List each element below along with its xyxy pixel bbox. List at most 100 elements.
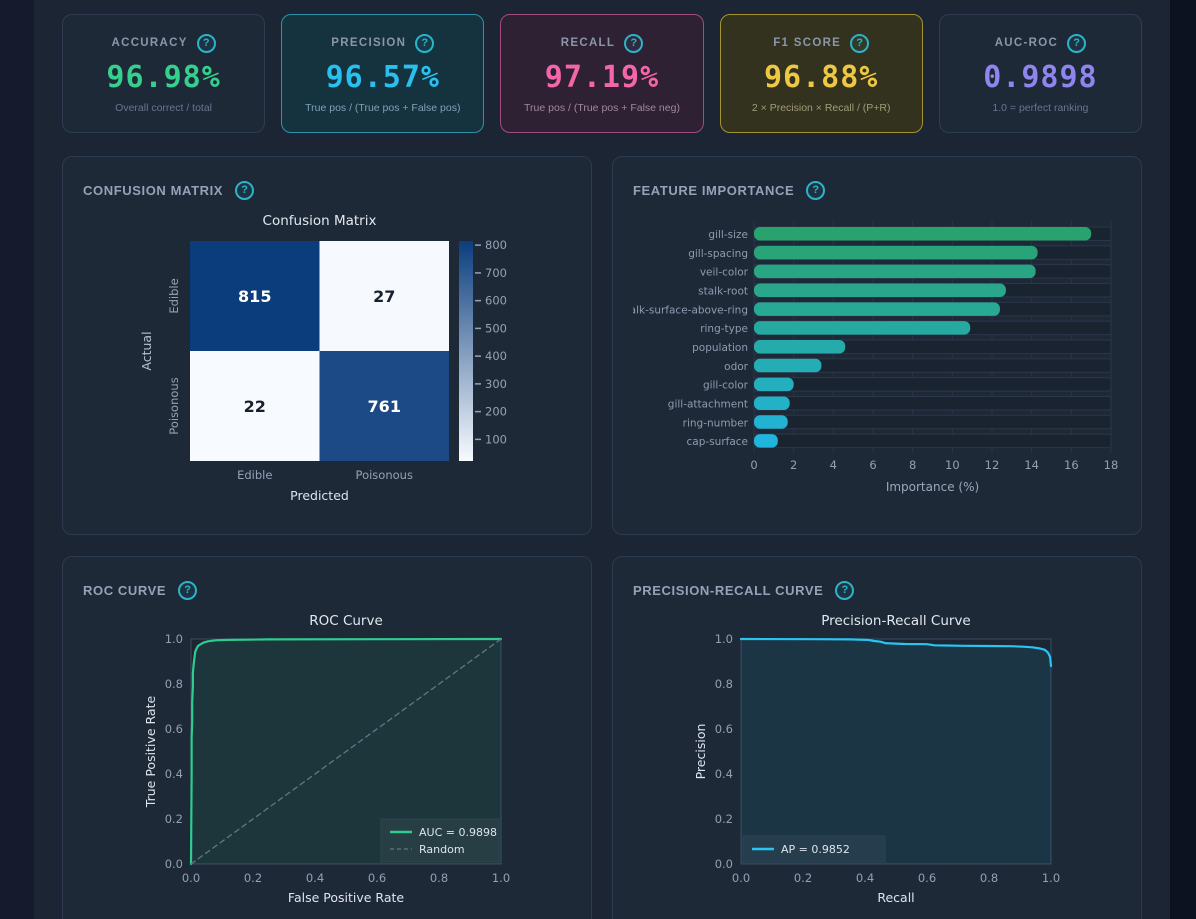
panel-header: FEATURE IMPORTANCE ? <box>633 177 1121 203</box>
panel-header: CONFUSION MATRIX ? <box>83 177 571 203</box>
metric-card-header: RECALL? <box>560 33 644 53</box>
svg-text:stalk-surface-above-ring: stalk-surface-above-ring <box>633 304 748 316</box>
svg-text:Random: Random <box>419 843 465 856</box>
roc-curve-panel: ROC CURVE ? ROC Curve 0.0 0.2 0.4 0.6 0.8 1.0 0… <box>62 556 592 919</box>
svg-text:12: 12 <box>985 458 1000 472</box>
svg-text:14: 14 <box>1024 458 1039 472</box>
svg-text:0.2: 0.2 <box>794 871 812 885</box>
feature-importance-panel-title: FEATURE IMPORTANCE <box>633 182 795 198</box>
svg-text:Precision-Recall Curve: Precision-Recall Curve <box>821 613 971 629</box>
svg-text:0.6: 0.6 <box>715 722 733 736</box>
help-icon[interactable]: ? <box>850 33 870 53</box>
metric-label: ACCURACY <box>111 37 188 49</box>
svg-text:0.8: 0.8 <box>165 677 183 691</box>
svg-text:0.6: 0.6 <box>165 722 183 736</box>
metric-value: 96.98% <box>106 59 221 95</box>
metric-label: PRECISION <box>331 37 407 49</box>
svg-text:22: 22 <box>244 397 266 416</box>
svg-text:10: 10 <box>945 458 960 472</box>
feature-importance-panel: FEATURE IMPORTANCE ? gill-size gill-spaci… <box>612 156 1142 535</box>
help-icon[interactable]: ? <box>806 180 826 200</box>
help-icon[interactable]: ? <box>835 580 855 600</box>
metric-label: RECALL <box>560 37 616 49</box>
svg-text:cap-surface: cap-surface <box>687 436 748 448</box>
svg-text:AUC = 0.9898: AUC = 0.9898 <box>419 826 497 839</box>
panels-grid: CONFUSION MATRIX ? Confusion Matrix 815 27… <box>62 156 1142 919</box>
metric-value: 97.19% <box>544 59 660 95</box>
metric-card-header: AUC-ROC? <box>994 33 1087 53</box>
svg-text:8: 8 <box>909 458 916 472</box>
metric-card-header: PRECISION? <box>331 33 435 53</box>
panel-header: ROC CURVE ? <box>83 577 571 603</box>
metric-card-header: ACCURACY? <box>111 33 216 53</box>
svg-text:100: 100 <box>485 432 507 446</box>
feature-importance-svg: gill-size gill-spacing veil-color stalk-roo… <box>633 221 1118 494</box>
svg-text:0.6: 0.6 <box>368 871 386 885</box>
metric-value: 96.88% <box>764 59 879 95</box>
panel-header: PRECISION-RECALL CURVE ? <box>633 577 1121 603</box>
svg-text:800: 800 <box>485 238 507 252</box>
svg-text:6: 6 <box>869 458 876 472</box>
svg-text:0.4: 0.4 <box>306 871 324 885</box>
svg-text:0: 0 <box>750 458 757 472</box>
roc-curve-svg: ROC Curve 0.0 0.2 0.4 0.6 0.8 1.0 0.0 0.2 0.4 0.6 0… <box>143 613 510 905</box>
metric-card-auc: AUC-ROC? 0.9898 1.0 = perfect ranking <box>938 14 1142 133</box>
svg-text:27: 27 <box>373 287 395 306</box>
precision-recall-chart: Precision-Recall Curve 0.0 0.2 0.4 0.6 0.8 1.0… <box>633 605 1121 905</box>
metric-label: AUC-ROC <box>994 37 1059 49</box>
svg-text:veil-color: veil-color <box>700 267 749 279</box>
svg-text:2: 2 <box>790 458 797 472</box>
confusion-matrix-panel-title: CONFUSION MATRIX <box>83 182 224 198</box>
svg-text:0.0: 0.0 <box>182 871 200 885</box>
svg-text:700: 700 <box>485 266 507 280</box>
help-icon[interactable]: ? <box>178 580 198 600</box>
svg-text:300: 300 <box>485 377 507 391</box>
svg-text:0.0: 0.0 <box>715 857 733 871</box>
metric-card-f1: F1 SCORE? 96.88% 2 × Precision × Recall / … <box>719 14 923 133</box>
metric-card-recall: RECALL? 97.19% True pos / (True pos + Fals… <box>500 14 704 133</box>
help-icon[interactable]: ? <box>415 33 435 53</box>
svg-text:1.0: 1.0 <box>715 632 733 646</box>
svg-text:Edible: Edible <box>167 278 181 313</box>
metric-desc: 2 × Precision × Recall / (P+R) <box>751 101 891 114</box>
help-icon[interactable]: ? <box>196 33 216 53</box>
metric-desc: True pos / (True pos + False pos) <box>305 101 461 114</box>
metric-card-accuracy: ACCURACY? 96.98% Overall correct / total <box>62 14 266 133</box>
svg-text:0.2: 0.2 <box>715 812 733 826</box>
svg-text:odor: odor <box>724 361 749 373</box>
metric-value: 96.57% <box>325 59 440 95</box>
help-icon[interactable]: ? <box>624 33 644 53</box>
confusion-matrix-svg: Confusion Matrix 815 27 22 761 Edible Poisonou… <box>139 213 507 503</box>
svg-text:Edible: Edible <box>237 468 272 482</box>
svg-text:0.8: 0.8 <box>430 871 448 885</box>
svg-text:0.8: 0.8 <box>980 871 998 885</box>
svg-text:0.4: 0.4 <box>715 767 733 781</box>
svg-text:ROC Curve: ROC Curve <box>309 613 383 629</box>
help-icon[interactable]: ? <box>1067 33 1087 53</box>
svg-text:Poisonous: Poisonous <box>167 377 181 434</box>
help-icon[interactable]: ? <box>235 180 255 200</box>
svg-text:Precision: Precision <box>693 724 708 780</box>
svg-text:600: 600 <box>485 294 507 308</box>
svg-text:1.0: 1.0 <box>1042 871 1060 885</box>
metric-desc: 1.0 = perfect ranking <box>992 101 1089 114</box>
svg-text:gill-color: gill-color <box>703 380 749 392</box>
svg-text:0.2: 0.2 <box>165 812 183 826</box>
svg-text:False Positive Rate: False Positive Rate <box>288 890 404 905</box>
metric-desc: Overall correct / total <box>115 101 213 114</box>
confusion-matrix-panel: CONFUSION MATRIX ? Confusion Matrix 815 27… <box>62 156 592 535</box>
svg-text:Poisonous: Poisonous <box>356 468 413 482</box>
svg-text:761: 761 <box>368 397 401 416</box>
precision-recall-svg: Precision-Recall Curve 0.0 0.2 0.4 0.6 0.8 1.0… <box>693 613 1060 905</box>
metrics-row: ACCURACY? 96.98% Overall correct / total PR… <box>62 14 1142 133</box>
svg-text:ring-type: ring-type <box>700 323 748 335</box>
svg-text:815: 815 <box>238 287 271 306</box>
svg-text:4: 4 <box>830 458 837 472</box>
svg-text:AP = 0.9852: AP = 0.9852 <box>781 843 850 856</box>
metric-card-precision: PRECISION? 96.57% True pos / (True pos + F… <box>281 14 485 133</box>
metric-label: F1 SCORE <box>773 37 842 49</box>
svg-text:0.2: 0.2 <box>244 871 262 885</box>
svg-text:Recall: Recall <box>877 890 914 905</box>
svg-text:1.0: 1.0 <box>165 632 183 646</box>
roc-curve-panel-title: ROC CURVE <box>83 582 167 598</box>
